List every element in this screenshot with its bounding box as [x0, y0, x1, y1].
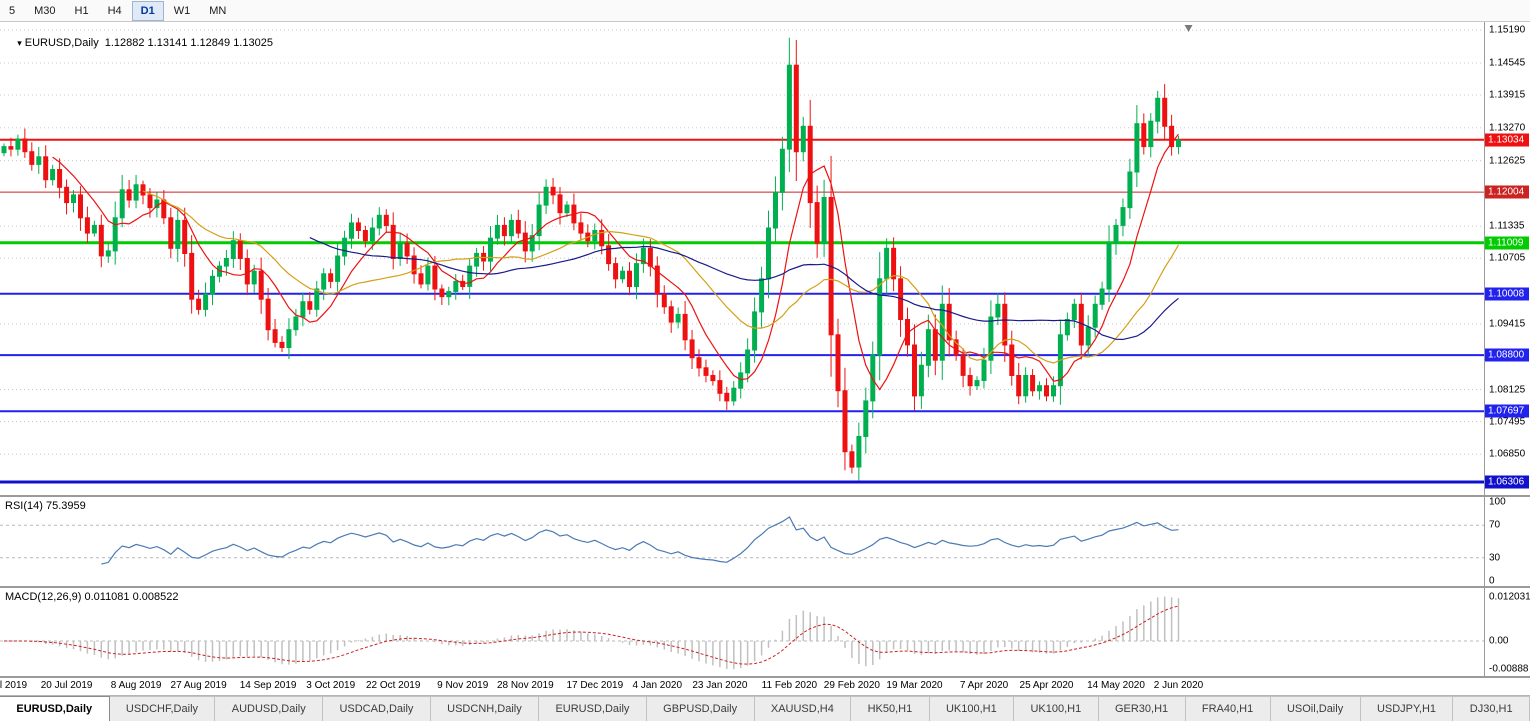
rsi-axis-tick: 0 — [1489, 575, 1495, 587]
price-tick: 1.09415 — [1489, 318, 1526, 330]
price-tick: 1.12625 — [1489, 155, 1526, 167]
chart-tab-usdcnh-daily[interactable]: USDCNH,Daily — [430, 696, 540, 721]
price-level-badge-1.06306: 1.06306 — [1485, 475, 1529, 489]
date-label: 14 May 2020 — [1087, 680, 1145, 691]
price-level-badge-1.11009: 1.11009 — [1485, 236, 1529, 250]
date-label: 27 Aug 2019 — [170, 680, 227, 691]
chart-symbol-label: EURUSD,Daily — [24, 37, 99, 49]
price-level-badge-1.10008: 1.10008 — [1485, 287, 1529, 301]
price-level-badge-1.12004: 1.12004 — [1485, 185, 1529, 199]
macd-panel[interactable]: MACD(12,26,9) 0.011081 0.008522 0.012031… — [0, 588, 1530, 678]
price-level-badge-1.08800: 1.08800 — [1485, 348, 1529, 362]
date-label: 8 Aug 2019 — [110, 680, 162, 691]
date-label: 3 Oct 2019 — [306, 680, 356, 691]
date-label: 7 Apr 2020 — [959, 680, 1009, 691]
chart-tab-ger30-h1[interactable]: GER30,H1 — [1098, 696, 1186, 721]
date-label: 2 Jun 2020 — [1153, 680, 1204, 691]
rsi-line — [101, 516, 1179, 565]
price-tick: 1.15190 — [1489, 24, 1526, 36]
chart-tab-usoil-daily[interactable]: USOil,Daily — [1270, 696, 1361, 721]
chart-end-marker — [1184, 25, 1193, 32]
chart-tab-usdjpy-h1[interactable]: USDJPY,H1 — [1360, 696, 1454, 721]
rsi-axis-tick: 100 — [1489, 496, 1506, 508]
chart-title: ▾ EURUSD,Daily 1.12882 1.13141 1.12849 1.1… — [5, 25, 273, 61]
moving-average-45 — [309, 237, 1179, 341]
price-tick: 1.14545 — [1489, 57, 1526, 69]
timeframe-button-5[interactable]: 5 — [9, 4, 16, 17]
date-label: 29 Feb 2020 — [823, 680, 880, 691]
main-price-axis: 1.15190 1.14545 1.13915 1.13270 1.12625 1.113… — [1484, 22, 1530, 495]
moving-average-21 — [142, 190, 1180, 364]
price-level-badge-1.07697: 1.07697 — [1485, 404, 1529, 418]
date-label: 4 Jan 2020 — [632, 680, 683, 691]
timeframe-button-MN[interactable]: MN — [209, 4, 227, 17]
price-tick: 1.06850 — [1489, 448, 1526, 460]
price-tick: 1.08125 — [1489, 384, 1526, 395]
macd-histogram — [10, 596, 1180, 670]
timeframe-toolbar: 5 M30 H1 H4 D1 W1 MN — [0, 0, 1530, 22]
chart-tab-fra40-h1[interactable]: FRA40,H1 — [1185, 696, 1271, 721]
price-tick: 1.07495 — [1489, 416, 1526, 427]
chart-tab-eurusd-daily[interactable]: EURUSD,Daily — [0, 696, 110, 721]
rsi-axis: 100 70 30 0 — [1484, 496, 1530, 587]
macd-axis-tick: 0.012031 — [1489, 591, 1530, 603]
chart-tab-audusd-daily[interactable]: AUDUSD,Daily — [215, 696, 324, 721]
chart-tab-hk50-h1[interactable]: HK50,H1 — [851, 696, 930, 721]
macd-signal-line — [4, 605, 1179, 665]
price-tick: 1.11335 — [1489, 220, 1525, 232]
chart-tab-usdcad-daily[interactable]: USDCAD,Daily — [323, 696, 431, 721]
timeframe-button-D1[interactable]: D1 — [131, 0, 164, 21]
date-label: 23 Jan 2020 — [692, 680, 748, 691]
price-tick: 1.13915 — [1489, 89, 1526, 101]
chart-tab-eurusd-daily[interactable]: EURUSD,Daily — [539, 696, 647, 721]
candlesticks — [1, 37, 1181, 481]
date-label: 17 Dec 2019 — [566, 680, 624, 691]
horizontal-level-lines — [0, 138, 1484, 484]
timeframe-button-H1[interactable]: H1 — [74, 4, 89, 17]
chart-tab-gbpusd-daily[interactable]: GBPUSD,Daily — [646, 696, 755, 721]
date-label: 22 Oct 2019 — [365, 680, 421, 691]
main-chart-svg[interactable] — [0, 22, 1484, 495]
chart-tab-bar: EURUSD,Daily USDCHF,Daily AUDUSD,Daily USDC… — [0, 696, 1530, 721]
chart-dropdown-icon: ▾ — [17, 38, 22, 48]
price-tick: 1.10705 — [1489, 252, 1526, 264]
date-label: 25 Apr 2020 — [1019, 680, 1074, 691]
timeframe-button-H4[interactable]: H4 — [107, 4, 122, 17]
chart-tab-usdchf-daily[interactable]: USDCHF,Daily — [109, 696, 216, 721]
macd-axis: 0.012031 0.00 -0.00888 — [1484, 588, 1530, 676]
main-chart-panel[interactable]: ▾ EURUSD,Daily 1.12882 1.13141 1.12849 1.1… — [0, 22, 1530, 497]
chart-ohlc-values: 1.12882 1.13141 1.12849 1.13025 — [104, 37, 273, 49]
grid-lines — [0, 29, 1484, 455]
chart-tab-uk100-h1[interactable]: UK100,H1 — [929, 696, 1015, 721]
price-level-badge-1.13034: 1.13034 — [1485, 133, 1529, 147]
timeframe-button-W1[interactable]: W1 — [173, 4, 191, 17]
macd-axis-tick: 0.00 — [1489, 635, 1509, 647]
date-label: 2 Jul 2019 — [0, 680, 28, 691]
date-label: 14 Sep 2019 — [239, 680, 297, 691]
rsi-panel[interactable]: RSI(14) 75.3959 100 70 30 0 — [0, 497, 1530, 588]
chart-tab-dj30-h1[interactable]: DJ30,H1 — [1453, 696, 1530, 721]
rsi-axis-tick: 70 — [1489, 519, 1501, 531]
macd-chart-svg[interactable] — [0, 588, 1484, 676]
date-label: 11 Feb 2020 — [761, 680, 818, 691]
rsi-axis-tick: 30 — [1489, 552, 1501, 564]
chart-tab-uk100-h1[interactable]: UK100,H1 — [1014, 696, 1099, 721]
rsi-chart-svg[interactable] — [0, 497, 1484, 586]
date-axis: 2 Jul 2019 20 Jul 2019 8 Aug 2019 27 Aug 20… — [0, 678, 1530, 696]
timeframe-button-M30[interactable]: M30 — [34, 4, 56, 17]
date-label: 20 Jul 2019 — [40, 680, 93, 691]
price-tick: 1.13270 — [1489, 122, 1526, 134]
date-label: 9 Nov 2019 — [437, 680, 489, 691]
rsi-title: RSI(14) 75.3959 — [5, 500, 86, 512]
macd-title: MACD(12,26,9) 0.011081 0.008522 — [5, 591, 179, 603]
date-label: 28 Nov 2019 — [496, 680, 554, 691]
macd-axis-tick: -0.00888 — [1489, 663, 1529, 675]
chart-tab-xauusd-h4[interactable]: XAUUSD,H4 — [754, 696, 852, 721]
date-label: 19 Mar 2020 — [886, 680, 943, 691]
